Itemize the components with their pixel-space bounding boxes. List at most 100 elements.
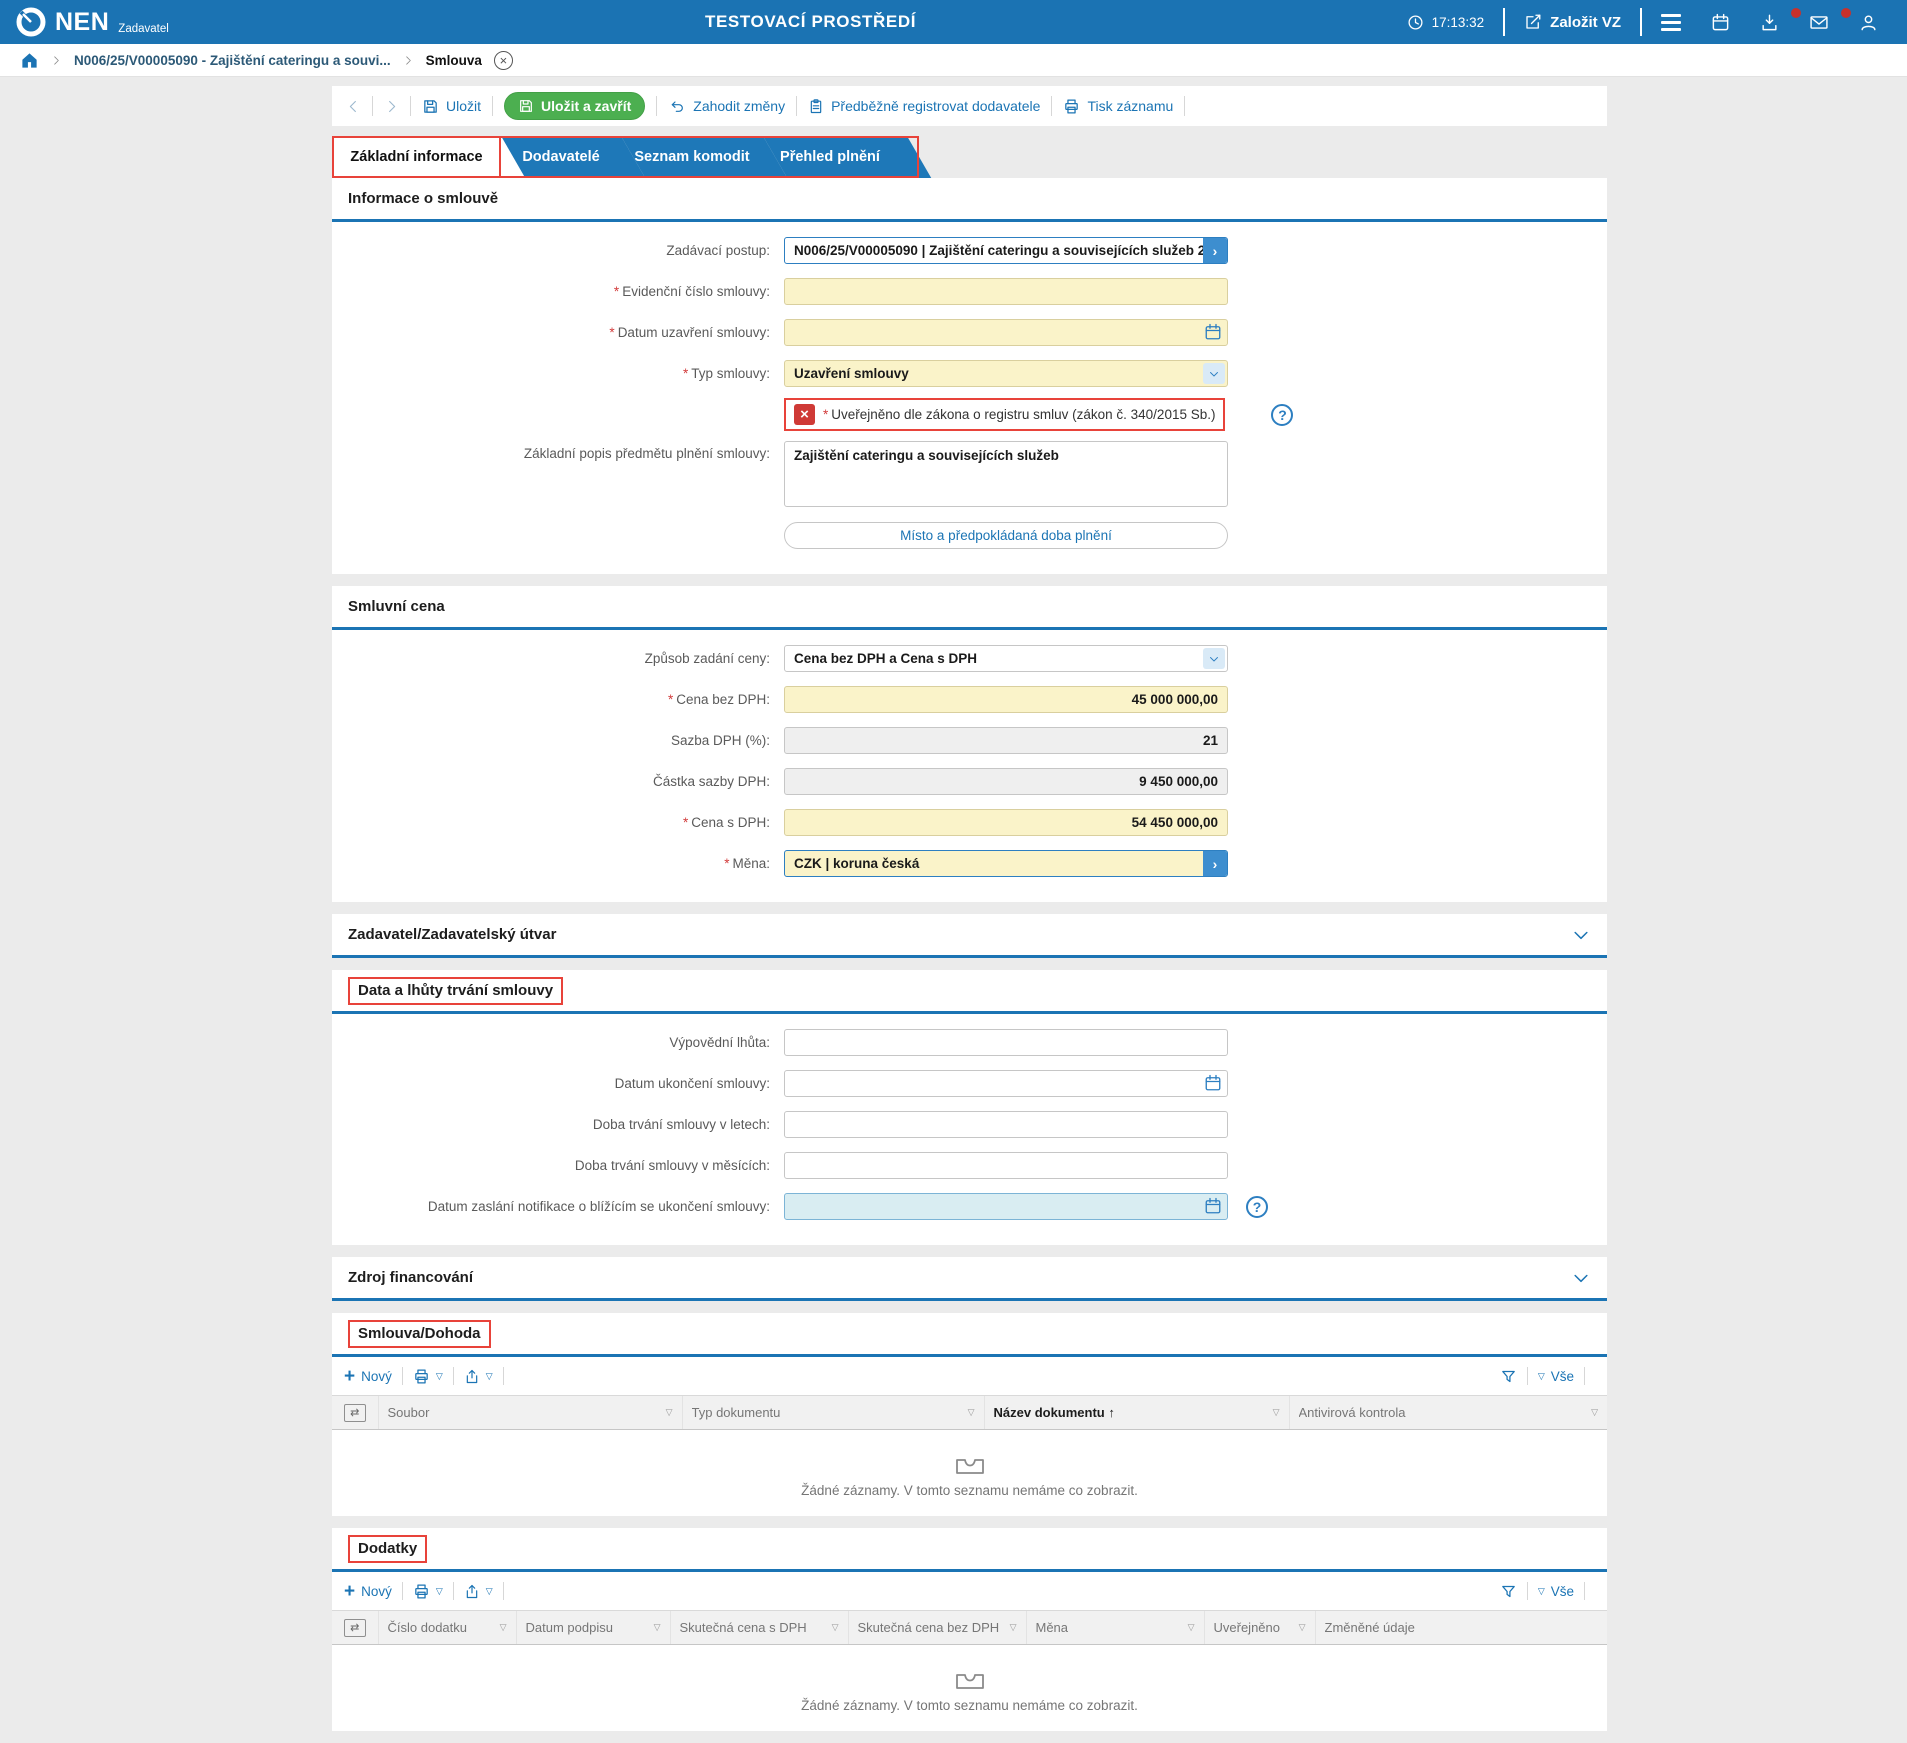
price-without-vat-input[interactable]: 45 000 000,00 — [784, 686, 1228, 713]
column-chooser-icon[interactable]: ⇄ — [343, 1618, 366, 1637]
tab-prehled-plneni[interactable]: Přehled plnění — [763, 136, 907, 178]
filter-caret-icon[interactable]: ▽ — [1298, 1622, 1306, 1632]
column-header-mena[interactable]: Měna ▽ — [1025, 1610, 1204, 1645]
new-amendment-button[interactable]: + Nový — [344, 1580, 392, 1602]
save-button[interactable]: Uložit — [422, 98, 481, 115]
downloads-button[interactable] — [1745, 7, 1801, 32]
currency-field[interactable]: CZK | koruna česká › — [784, 850, 1228, 877]
section-title: Informace o smlouvě — [348, 190, 499, 207]
vat-rate-field: 21 — [784, 727, 1228, 754]
filter-all-button[interactable]: ▽ Vše — [1537, 1368, 1574, 1384]
conclusion-date-input[interactable] — [784, 319, 1228, 346]
column-header-skutecna-cena-bez-dph[interactable]: Skutečná cena bez DPH ▽ — [847, 1610, 1026, 1645]
section-header[interactable]: Zadavatel/Zadavatelský útvar — [332, 914, 1607, 958]
export-list-button[interactable]: ▽ — [464, 1583, 493, 1600]
procurement-procedure-field[interactable]: N006/25/V00005090 | Zajištění cateringu … — [784, 237, 1228, 264]
notice-period-input[interactable] — [784, 1029, 1228, 1056]
column-chooser-header[interactable]: ⇄ — [332, 1395, 378, 1430]
tab-zakladni-informace[interactable]: Základní informace — [332, 136, 501, 178]
expand-section-icon[interactable] — [1571, 925, 1591, 945]
column-header-skutecna-cena-s-dph[interactable]: Skutečná cena s DPH ▽ — [669, 1610, 848, 1645]
column-header-datum-podpisu[interactable]: Datum podpisu ▽ — [515, 1610, 670, 1645]
end-date-input[interactable] — [784, 1070, 1228, 1097]
calendar-button[interactable] — [1696, 13, 1745, 32]
caret-down-icon[interactable]: ▽ — [435, 1370, 443, 1381]
print-list-button[interactable]: ▽ — [413, 1583, 443, 1600]
duration-years-input[interactable] — [784, 1111, 1228, 1138]
chevron-down-icon[interactable] — [1203, 648, 1225, 669]
filter-caret-icon[interactable]: ▽ — [653, 1622, 661, 1632]
column-header-cislo-dodatku[interactable]: Číslo dodatku ▽ — [377, 1610, 516, 1645]
contract-number-input[interactable] — [784, 278, 1228, 305]
messages-button[interactable] — [1794, 7, 1851, 32]
filter-caret-icon[interactable]: ▽ — [967, 1407, 975, 1417]
filter-caret-icon[interactable]: ▽ — [1272, 1407, 1280, 1417]
breadcrumb-procedure[interactable]: N006/25/V00005090 - Zajištění cateringu … — [74, 52, 391, 68]
calendar-picker-icon[interactable] — [1204, 1074, 1222, 1092]
column-chooser-icon[interactable]: ⇄ — [343, 1403, 366, 1422]
help-icon[interactable]: ? — [1246, 1195, 1268, 1218]
filter-all-button[interactable]: ▽ Vše — [1537, 1583, 1574, 1599]
price-entry-mode-select[interactable]: Cena bez DPH a Cena s DPH — [784, 645, 1228, 672]
column-header-soubor[interactable]: Soubor ▽ — [377, 1395, 682, 1430]
filter-caret-icon[interactable]: ▽ — [1187, 1622, 1195, 1632]
open-lookup-icon[interactable]: › — [1203, 238, 1227, 263]
contract-type-select[interactable]: Uzavření smlouvy — [784, 360, 1228, 387]
toolbar-separator — [452, 1582, 454, 1600]
column-chooser-header[interactable]: ⇄ — [332, 1610, 378, 1645]
column-header-typ-dokumentu[interactable]: Typ dokumentu ▽ — [681, 1395, 984, 1430]
nen-logo[interactable]: NEN Zadavatel — [14, 5, 169, 39]
close-record-icon[interactable]: × — [493, 50, 513, 70]
print-record-button[interactable]: Tisk záznamu — [1063, 98, 1173, 115]
save-and-close-button[interactable]: Uložit a zavřít — [504, 92, 646, 120]
filter-caret-icon[interactable]: ▽ — [1009, 1622, 1017, 1632]
filter-funnel-icon[interactable] — [1500, 1368, 1517, 1385]
filter-caret-icon[interactable]: ▽ — [1591, 1407, 1598, 1417]
discard-changes-button[interactable]: Zahodit změny — [668, 98, 785, 114]
filter-funnel-icon[interactable] — [1500, 1583, 1517, 1600]
publish-registry-checkbox[interactable]: × — [794, 404, 815, 425]
filter-caret-icon[interactable]: ▽ — [499, 1622, 507, 1632]
open-lookup-icon[interactable]: › — [1203, 851, 1227, 876]
topbar-separator — [1503, 8, 1506, 36]
tab-seznam-komodit[interactable]: Seznam komodit — [621, 136, 763, 178]
price-with-vat-input[interactable]: 54 450 000,00 — [784, 809, 1228, 836]
column-header-uverejneno[interactable]: Uveřejněno ▽ — [1203, 1610, 1315, 1645]
column-header-nazev-dokumentu[interactable]: Název dokumentu ↑ ▽ — [983, 1395, 1289, 1430]
print-list-button[interactable]: ▽ — [413, 1368, 443, 1385]
help-icon[interactable]: ? — [1271, 403, 1294, 426]
amendments-table: ⇄ Číslo dodatku ▽ Datum podpisu ▽ Skutečná… — [332, 1610, 1607, 1645]
export-list-button[interactable]: ▽ — [464, 1368, 493, 1385]
filter-caret-icon[interactable]: ▽ — [831, 1622, 839, 1632]
next-record-button[interactable] — [384, 99, 399, 114]
duration-months-input[interactable] — [784, 1152, 1228, 1179]
tab-dodavatele[interactable]: Dodavatelé — [501, 136, 621, 178]
chevron-down-icon[interactable] — [1203, 363, 1225, 384]
section-contract-dates: Data a lhůty trvání smlouvy Výpovědní lh… — [332, 970, 1607, 1245]
breadcrumb-current[interactable]: Smlouva — [425, 52, 482, 68]
subject-description-textarea[interactable]: Zajištění cateringu a souvisejících služ… — [784, 441, 1228, 507]
environment-title: TESTOVACÍ PROSTŘEDÍ — [705, 12, 917, 31]
field-label: Datum ukončení smlouvy: — [614, 1076, 770, 1091]
caret-down-icon[interactable]: ▽ — [485, 1370, 493, 1381]
new-document-button[interactable]: + Nový — [344, 1365, 392, 1387]
notification-date-input[interactable] — [784, 1193, 1228, 1220]
column-header-zmenene-udaje[interactable]: Změněné údaje — [1314, 1610, 1607, 1645]
calendar-picker-icon[interactable] — [1204, 1197, 1222, 1215]
expand-section-icon[interactable] — [1571, 1268, 1591, 1288]
preregister-supplier-button[interactable]: Předběžně registrovat dodavatele — [808, 98, 1040, 115]
menu-button[interactable] — [1646, 13, 1696, 31]
caret-down-icon[interactable]: ▽ — [485, 1585, 493, 1596]
section-header[interactable]: Zdroj financování — [332, 1257, 1607, 1301]
home-icon[interactable] — [20, 51, 39, 70]
column-header-antivirova-kontrola[interactable]: Antivirová kontrola ▽ — [1288, 1395, 1607, 1430]
create-vz-button[interactable]: Založit VZ — [1509, 13, 1636, 31]
empty-list-text: Žádné záznamy. V tomto seznamu nemáme co… — [801, 1698, 1138, 1713]
caret-down-icon[interactable]: ▽ — [435, 1585, 443, 1596]
previous-record-button[interactable] — [346, 99, 361, 114]
vat-amount-field: 9 450 000,00 — [784, 768, 1228, 795]
calendar-picker-icon[interactable] — [1204, 323, 1222, 341]
filter-caret-icon[interactable]: ▽ — [665, 1407, 673, 1417]
place-and-period-button[interactable]: Místo a předpokládaná doba plnění — [784, 522, 1228, 549]
user-button[interactable] — [1844, 13, 1893, 32]
